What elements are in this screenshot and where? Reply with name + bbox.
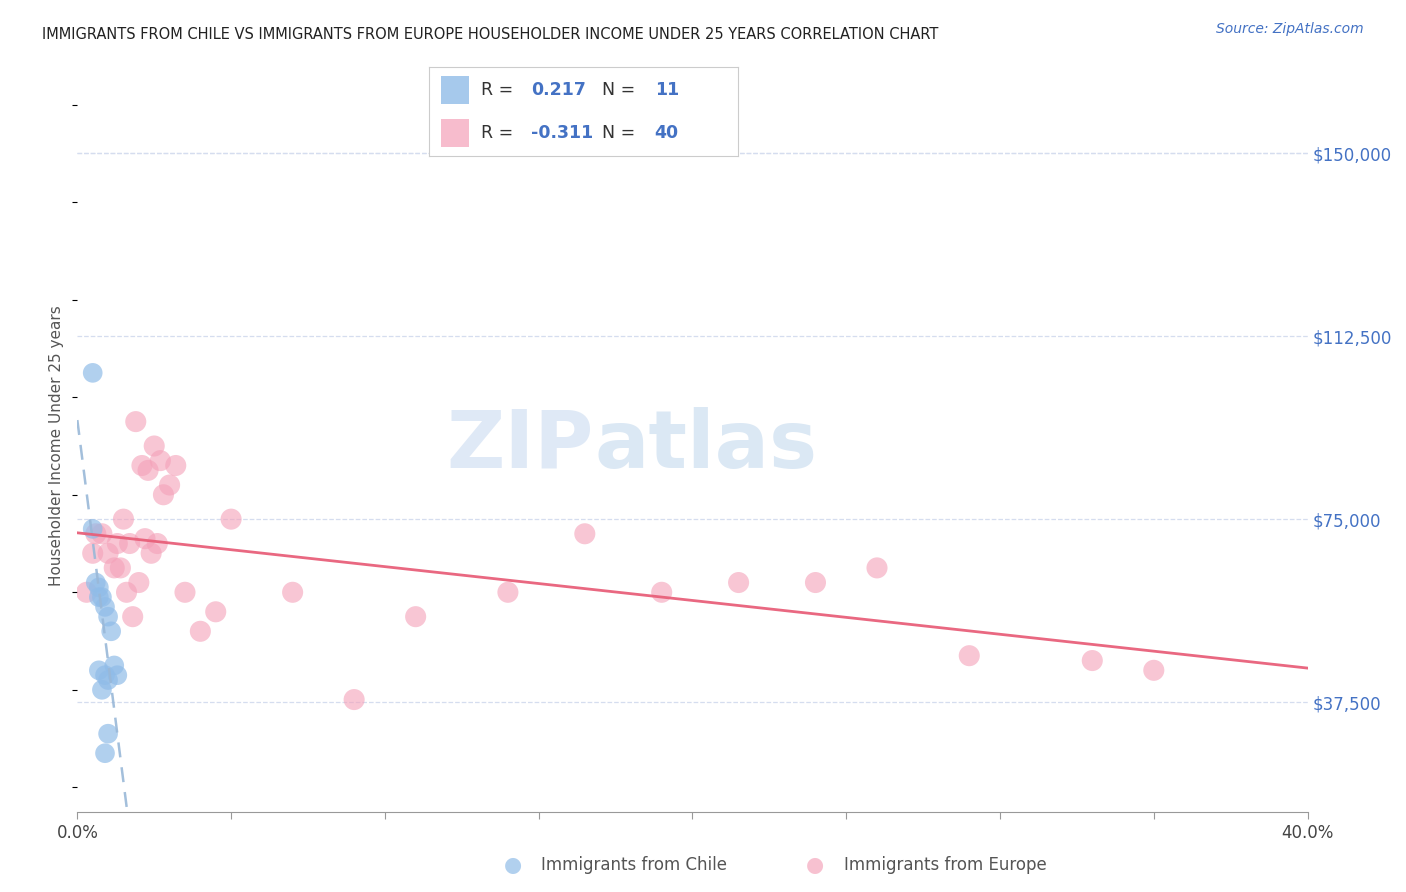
Text: R =: R = <box>481 81 519 99</box>
Point <box>204 605 226 619</box>
Text: ●: ● <box>807 855 824 875</box>
Text: ZIP: ZIP <box>447 407 595 485</box>
Point <box>97 546 120 560</box>
Point <box>82 366 104 380</box>
Point <box>1143 663 1166 677</box>
Point <box>110 561 132 575</box>
Point <box>159 478 181 492</box>
Point <box>866 561 889 575</box>
Point <box>84 526 107 541</box>
Point <box>112 512 135 526</box>
Text: 40: 40 <box>655 124 679 142</box>
Point <box>121 609 143 624</box>
Point <box>76 585 98 599</box>
Text: 0.217: 0.217 <box>531 81 586 99</box>
Text: ●: ● <box>505 855 522 875</box>
Bar <box>441 119 470 147</box>
Point <box>94 668 117 682</box>
Text: R =: R = <box>481 124 519 142</box>
Point <box>105 536 128 550</box>
Point <box>143 439 166 453</box>
Point <box>174 585 197 599</box>
Bar <box>441 76 470 104</box>
Point <box>87 581 110 595</box>
Point <box>804 575 827 590</box>
Point <box>1081 654 1104 668</box>
Point <box>90 526 114 541</box>
Text: 11: 11 <box>655 81 679 99</box>
Point <box>82 522 104 536</box>
Point <box>136 463 159 477</box>
Point <box>343 692 366 706</box>
Point <box>82 546 104 560</box>
Text: IMMIGRANTS FROM CHILE VS IMMIGRANTS FROM EUROPE HOUSEHOLDER INCOME UNDER 25 YEAR: IMMIGRANTS FROM CHILE VS IMMIGRANTS FROM… <box>42 27 939 42</box>
Point <box>118 536 141 550</box>
Point <box>165 458 187 473</box>
Point <box>100 624 122 639</box>
Text: Source: ZipAtlas.com: Source: ZipAtlas.com <box>1216 22 1364 37</box>
Point <box>574 526 596 541</box>
Point <box>141 546 163 560</box>
Text: N =: N = <box>602 124 641 142</box>
Point <box>496 585 519 599</box>
Point <box>405 609 427 624</box>
Point <box>651 585 673 599</box>
Point <box>103 658 125 673</box>
Point <box>90 682 114 697</box>
Text: N =: N = <box>602 81 641 99</box>
Point <box>134 532 156 546</box>
Point <box>105 668 128 682</box>
Point <box>115 585 138 599</box>
Point <box>125 415 148 429</box>
Point <box>94 746 117 760</box>
Point <box>94 599 117 614</box>
Text: atlas: atlas <box>595 407 817 485</box>
Text: -0.311: -0.311 <box>531 124 593 142</box>
Text: Immigrants from Chile: Immigrants from Chile <box>541 856 727 874</box>
Point <box>149 453 172 467</box>
Point <box>957 648 980 663</box>
Point <box>188 624 212 639</box>
Point <box>128 575 150 590</box>
Point <box>87 663 110 677</box>
Point <box>281 585 304 599</box>
Point <box>97 609 120 624</box>
Point <box>219 512 242 526</box>
Y-axis label: Householder Income Under 25 years: Householder Income Under 25 years <box>49 306 65 586</box>
Point <box>84 575 107 590</box>
Point <box>103 561 125 575</box>
Text: Immigrants from Europe: Immigrants from Europe <box>844 856 1046 874</box>
Point <box>152 488 174 502</box>
Point <box>727 575 749 590</box>
Point <box>97 673 120 687</box>
Point <box>146 536 169 550</box>
Point <box>97 727 120 741</box>
Point <box>90 590 114 604</box>
Point <box>131 458 153 473</box>
Point <box>87 590 110 604</box>
